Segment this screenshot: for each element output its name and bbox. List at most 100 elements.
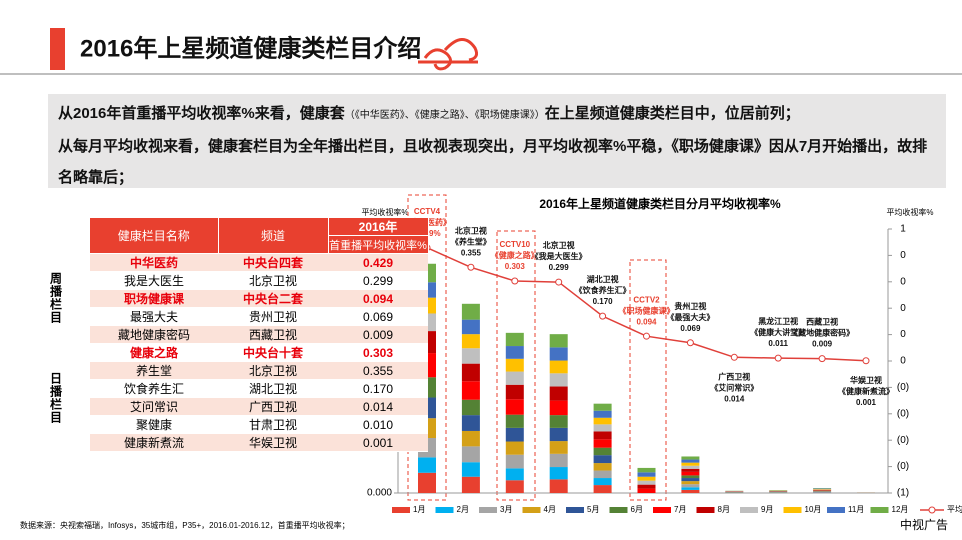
bar-segment [461,399,480,416]
bar-segment [681,475,700,479]
legend-label: 平均收视率% [947,504,962,514]
bar-segment [505,480,524,493]
logo: 中视广告 [900,517,948,532]
legend-swatch [653,507,671,513]
bar-segment [593,478,612,486]
legend-label: 9月 [761,505,773,514]
avg-point [643,332,650,340]
table-cell: 职场健康课 [90,289,218,308]
avg-point [730,353,738,361]
bar-segment [549,400,568,416]
bar-segment [505,384,524,400]
table-row: 养生堂 北京卫视 0.355 [22,361,428,380]
chart-title: 2016年上星频道健康类栏目分月平均收视率% [539,196,781,211]
table-cell: 最强大夫 [90,307,218,326]
point-program: 《健康新煮流》 [838,386,894,396]
bar-segment [461,462,480,477]
source-note: 数据来源：央视索福瑞，Infosys，35城市组，P35+，2016.01-20… [20,520,350,530]
legend-label: 5月 [587,505,599,514]
legend-swatch [479,507,497,513]
y-axis-title: 平均收视率% [361,207,408,217]
avg-point [511,277,519,285]
bar-segment [505,441,524,455]
value-label: 0.069 [680,324,701,333]
y2-tick-label: 0 [900,356,906,367]
legend-swatch [870,507,889,513]
y2-tick-label: (1) [897,488,909,499]
legend-label: 3月 [500,505,512,514]
table-cell: 0.303 [328,343,428,362]
point-channel: 黑龙江卫视 [758,316,798,326]
value-label: 0.170 [593,297,614,306]
bar-segment [549,334,568,348]
table-cell: 饮食养生汇 [90,379,218,398]
table-row: 我是大医生 北京卫视 0.299 [22,271,428,290]
table-cell: 健康之路 [90,343,218,362]
table-header: 健康栏目名称 [90,218,219,254]
bar-segment [461,303,480,320]
legend-swatch [566,507,584,513]
bar-segment [505,454,524,469]
value-label: 0.303 [505,262,526,271]
bar-segment [549,360,568,374]
bar-segment [593,417,612,425]
bar-segment [461,476,480,493]
table-cell: 中央台四套 [218,253,328,272]
legend-label: 7月 [674,505,686,514]
point-channel: 北京卫视 [543,240,575,250]
table-cell: 中央台十套 [218,343,328,362]
table-row: 日播栏目 健康之路 中央台十套 0.303 [22,343,428,452]
table-row: 周播栏目 中华医药 中央台四套 0.429 [22,253,428,344]
value-label: 0.094 [636,317,657,326]
table-cell: 藏地健康密码 [90,325,218,344]
bar-segment [461,348,480,364]
bar-segment [461,430,480,447]
point-program: 《养生堂》 [451,236,491,246]
legend-label: 2月 [457,505,469,514]
table-cell: 湖北卫视 [218,379,328,398]
table-header: 首重播平均收视率% [328,235,429,254]
table-cell: 甘肃卫视 [218,415,328,434]
bar-segment [418,457,436,473]
table-cell: 聚健康 [90,415,218,434]
bar-segment [681,468,700,472]
legend-swatch [609,507,628,513]
bar-segment [505,346,524,359]
cloud-ornament [418,38,478,71]
value-label: 0.011 [768,339,788,348]
point-program: 《藏地健康密码》 [790,328,854,338]
legend-label: 11月 [848,505,864,514]
legend-swatch [827,507,845,513]
y2-tick-label: 0 [900,250,906,261]
table-cell: 0.429 [328,253,428,272]
point-channel: CCTV10 [499,240,530,249]
bar-segment [461,415,480,431]
bar-segment [549,373,568,387]
bar-segment [681,484,700,488]
table-row: 饮食养生汇 湖北卫视 0.170 [22,379,428,398]
legend-swatch [522,507,541,513]
point-channel: CCTV2 [633,295,660,304]
legend-label: 6月 [631,505,643,514]
table-header: 频道 [218,218,329,254]
bar-segment [418,472,436,493]
bar-segment [549,441,568,454]
bar-segment [637,476,656,481]
avg-point [686,339,694,347]
bar-segment [681,471,700,476]
bar-segment [505,399,524,415]
legend-label: 1月 [413,505,425,514]
table-header: 2016年 [328,218,429,236]
point-program: 《健康大讲堂》 [750,327,806,337]
bar-segment [593,455,612,464]
bar-segment [549,453,568,468]
bar-segment [505,468,524,481]
avg-point [555,278,563,286]
bar-segment [461,334,480,349]
bar-segment [637,484,656,489]
legend-label: 12月 [892,505,909,514]
point-channel: 西藏卫视 [806,317,838,327]
legend-swatch [696,507,715,513]
legend-swatch [435,507,454,513]
table-cell: 北京卫视 [218,271,328,290]
